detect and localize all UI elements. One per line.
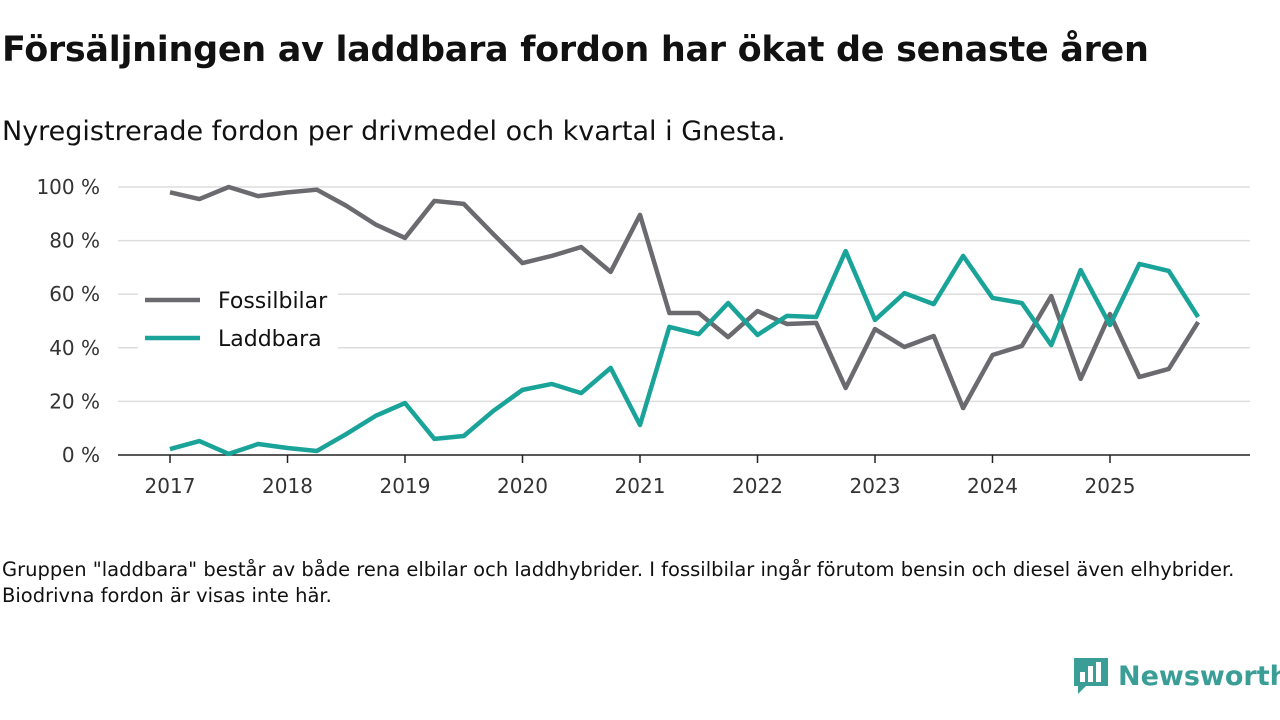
- x-tick-label: 2023: [850, 474, 901, 498]
- newsworthy-logo: Newsworthy: [1072, 656, 1280, 696]
- x-tick-label: 2017: [145, 474, 196, 498]
- footnote: Gruppen "laddbara" består av både rena e…: [2, 558, 1235, 607]
- x-tick-label: 2020: [497, 474, 548, 498]
- y-tick-label: 60 %: [49, 282, 100, 306]
- logo-text: Newsworthy: [1118, 660, 1280, 692]
- y-tick-label: 40 %: [49, 336, 100, 360]
- y-tick-label: 80 %: [49, 229, 100, 253]
- x-tick-label: 2019: [380, 474, 431, 498]
- line-chart: 0 % 20 % 40 % 60 % 80 % 100 % 2017 2018 2019 202…: [36, 175, 1250, 498]
- y-tick-label: 20 %: [49, 389, 100, 413]
- chart-subtitle: Nyregistrerade fordon per drivmedel och …: [2, 116, 786, 147]
- y-tick-label: 100 %: [36, 175, 100, 199]
- x-tick-label: 2021: [615, 474, 666, 498]
- bar-chart-speech-icon: [1074, 658, 1108, 694]
- chart-title: Försäljningen av laddbara fordon har öka…: [2, 30, 1149, 70]
- x-tick-label: 2022: [732, 474, 783, 498]
- y-tick-label: 0 %: [62, 443, 100, 467]
- series-line-laddbara: [169, 248, 1201, 457]
- x-tick-label: 2024: [967, 474, 1018, 498]
- x-tick-label: 2025: [1085, 474, 1136, 498]
- legend-label: Laddbara: [218, 327, 322, 352]
- legend-label: Fossilbilar: [218, 289, 328, 314]
- x-tick-label: 2018: [262, 474, 313, 498]
- series-line-fossilbilar: [169, 184, 1201, 411]
